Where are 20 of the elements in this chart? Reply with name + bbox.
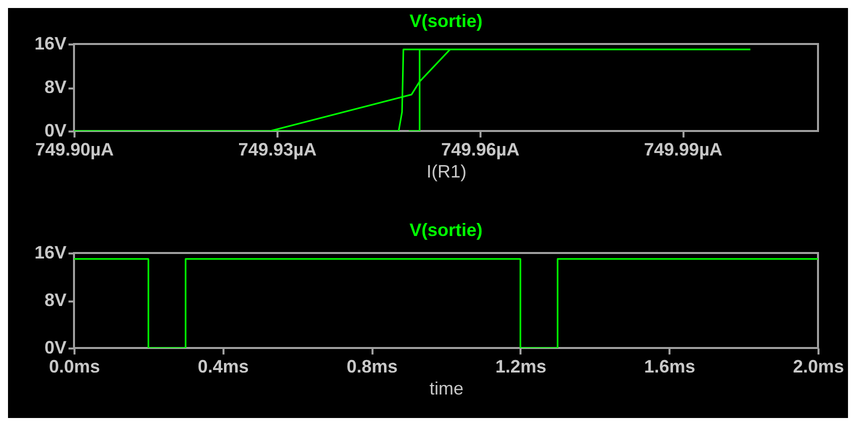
x-axis-title: time bbox=[429, 378, 464, 398]
x-tick-label: 0.8ms bbox=[346, 356, 398, 376]
y-tick-label: 8V bbox=[44, 290, 66, 310]
y-tick-label: 16V bbox=[34, 34, 66, 54]
x-tick-label: 1.6ms bbox=[644, 356, 696, 376]
chart-title: V(sortie) bbox=[409, 11, 483, 31]
x-tick-label: 749.99µA bbox=[644, 140, 722, 160]
y-tick-label: 16V bbox=[34, 242, 66, 262]
x-tick-label: 2.0ms bbox=[792, 356, 844, 376]
x-tick-label: 0.0ms bbox=[48, 356, 100, 376]
y-tick-label: 0V bbox=[44, 338, 66, 358]
x-tick-label: 0.4ms bbox=[198, 356, 249, 376]
x-tick-label: 1.2ms bbox=[495, 356, 546, 376]
y-tick-label: 8V bbox=[44, 77, 66, 97]
x-tick-label: 749.90µA bbox=[35, 140, 114, 160]
x-tick-label: 749.96µA bbox=[441, 140, 520, 160]
x-tick-label: 749.93µA bbox=[238, 140, 317, 160]
x-axis-title: I(R1) bbox=[426, 162, 466, 182]
chart-title: V(sortie) bbox=[409, 220, 483, 240]
y-tick-label: 0V bbox=[44, 120, 66, 140]
